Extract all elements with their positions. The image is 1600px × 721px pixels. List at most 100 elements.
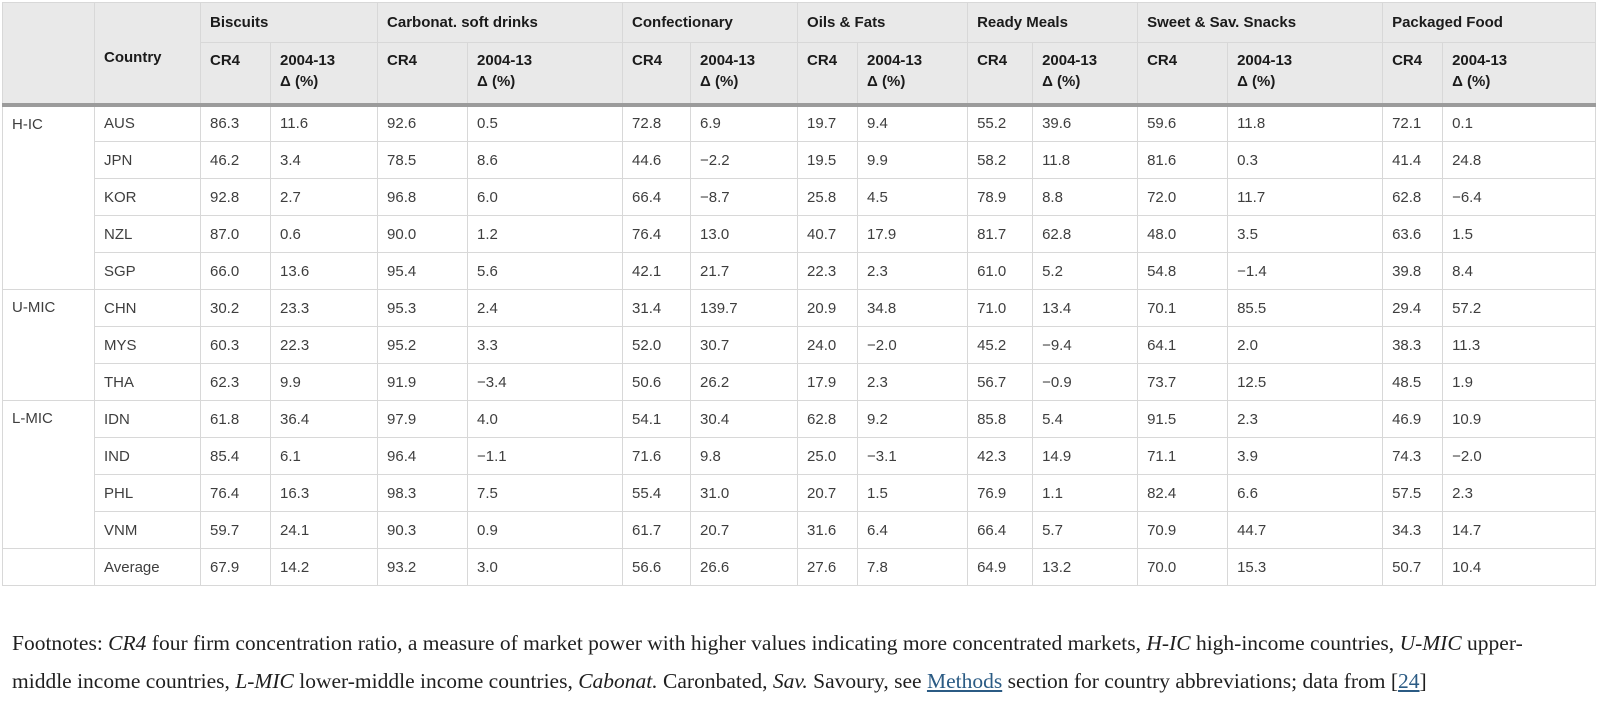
sub-header-delta-text: 2004-13 xyxy=(280,52,336,69)
value-cell: 70.1 xyxy=(1137,289,1229,327)
category-header-confectionary: Confectionary xyxy=(622,2,799,43)
table-row: SGP 66.0 13.6 95.4 5.6 42.1 21.7 22.3 2.3 61.0 5.2… xyxy=(3,252,1597,290)
value-cell: 54.1 xyxy=(622,400,692,438)
value-cell: 25.0 xyxy=(797,437,859,475)
sub-header-delta-text: Δ (%) xyxy=(1042,73,1081,90)
value-cell: −8.7 xyxy=(690,178,799,216)
value-cell: 61.7 xyxy=(622,511,692,549)
value-cell: 2.7 xyxy=(269,178,379,216)
country-label: VNM xyxy=(94,511,201,549)
value-cell: 15.3 xyxy=(1227,548,1384,586)
footnote-link[interactable]: 24 xyxy=(1398,668,1420,693)
footnote-text: four firm concentration ratio, a measure… xyxy=(146,630,1147,655)
value-cell: 5.2 xyxy=(1032,252,1139,290)
footnote-text: CR4 xyxy=(108,630,147,655)
value-cell: 61.0 xyxy=(967,252,1034,290)
value-cell: 25.8 xyxy=(797,178,859,216)
value-cell: 70.9 xyxy=(1137,511,1229,549)
footnote-text: Savoury, see xyxy=(807,668,927,693)
value-cell: 62.8 xyxy=(1382,178,1444,216)
value-cell: 5.4 xyxy=(1032,400,1139,438)
value-cell: 1.1 xyxy=(1032,474,1139,512)
sub-header-delta-text: 2004-13 xyxy=(867,52,923,69)
value-cell: 6.1 xyxy=(269,437,379,475)
value-cell: 85.4 xyxy=(200,437,271,475)
value-cell: 24.1 xyxy=(269,511,379,549)
value-cell: 40.7 xyxy=(797,215,859,253)
value-cell: 44.6 xyxy=(622,141,692,179)
value-cell: 71.1 xyxy=(1137,437,1229,475)
value-cell: 9.9 xyxy=(269,363,379,401)
income-group-label: H-IC xyxy=(2,104,95,290)
value-cell: 67.9 xyxy=(200,548,271,586)
value-cell: 91.5 xyxy=(1137,400,1229,438)
value-cell: 90.3 xyxy=(377,511,469,549)
footnote-link[interactable]: Methods xyxy=(926,668,1003,693)
value-cell: 7.8 xyxy=(857,548,969,586)
empty-group-cell xyxy=(2,548,95,586)
value-cell: 85.8 xyxy=(967,400,1034,438)
sub-header-cr4: CR4 xyxy=(967,42,1034,107)
value-cell: 38.3 xyxy=(1382,326,1444,364)
value-cell: 26.6 xyxy=(690,548,799,586)
value-cell: −9.4 xyxy=(1032,326,1139,364)
table-body: H-IC AUS 86.3 11.6 92.6 0.5 72.8 6.9 19.7 9.4 55.2… xyxy=(2,104,1597,586)
sub-header-cr4: CR4 xyxy=(1137,42,1229,107)
value-cell: 20.9 xyxy=(797,289,859,327)
value-cell: 34.3 xyxy=(1382,511,1444,549)
sub-header-delta: 2004-13 Δ (%) xyxy=(1227,42,1384,107)
value-cell: 5.7 xyxy=(1032,511,1139,549)
value-cell: 93.2 xyxy=(377,548,469,586)
value-cell: −2.0 xyxy=(1442,437,1597,475)
value-cell: 56.6 xyxy=(622,548,692,586)
country-label: THA xyxy=(94,363,201,401)
value-cell: 20.7 xyxy=(797,474,859,512)
country-label: MYS xyxy=(94,326,201,364)
value-cell: 59.7 xyxy=(200,511,271,549)
value-cell: 26.2 xyxy=(690,363,799,401)
value-cell: 96.8 xyxy=(377,178,469,216)
country-label: IDN xyxy=(94,400,201,438)
value-cell: 55.4 xyxy=(622,474,692,512)
value-cell: 42.1 xyxy=(622,252,692,290)
value-cell: 19.7 xyxy=(797,104,859,142)
value-cell: 3.0 xyxy=(467,548,624,586)
value-cell: 14.2 xyxy=(269,548,379,586)
value-cell: −6.4 xyxy=(1442,178,1597,216)
value-cell: 6.0 xyxy=(467,178,624,216)
value-cell: 96.4 xyxy=(377,437,469,475)
value-cell: 17.9 xyxy=(857,215,969,253)
footnote-text: lower-middle income countries, xyxy=(293,668,579,693)
corner-cell xyxy=(2,2,95,107)
value-cell: 61.8 xyxy=(200,400,271,438)
value-cell: −3.4 xyxy=(467,363,624,401)
value-cell: 30.2 xyxy=(200,289,271,327)
value-cell: 63.6 xyxy=(1382,215,1444,253)
value-cell: 1.2 xyxy=(467,215,624,253)
value-cell: 11.6 xyxy=(269,104,379,142)
value-cell: 85.5 xyxy=(1227,289,1384,327)
value-cell: 82.4 xyxy=(1137,474,1229,512)
value-cell: 10.4 xyxy=(1442,548,1597,586)
value-cell: 0.9 xyxy=(467,511,624,549)
value-cell: 62.3 xyxy=(200,363,271,401)
value-cell: 56.7 xyxy=(967,363,1034,401)
average-label: Average xyxy=(94,548,201,586)
value-cell: −0.9 xyxy=(1032,363,1139,401)
value-cell: −1.1 xyxy=(467,437,624,475)
value-cell: 50.6 xyxy=(622,363,692,401)
sub-header-delta-text: Δ (%) xyxy=(700,73,739,90)
value-cell: 1.5 xyxy=(1442,215,1597,253)
value-cell: 66.0 xyxy=(200,252,271,290)
value-cell: 1.9 xyxy=(1442,363,1597,401)
value-cell: 58.2 xyxy=(967,141,1034,179)
sub-header-delta: 2004-13 Δ (%) xyxy=(269,42,379,107)
value-cell: 66.4 xyxy=(622,178,692,216)
sub-header-delta: 2004-13 Δ (%) xyxy=(857,42,969,107)
value-cell: 13.4 xyxy=(1032,289,1139,327)
value-cell: 76.4 xyxy=(200,474,271,512)
sub-header-delta: 2004-13 Δ (%) xyxy=(690,42,799,107)
footnote-text: Sav. xyxy=(772,668,808,693)
sub-header-delta-text: Δ (%) xyxy=(280,73,319,90)
value-cell: 97.9 xyxy=(377,400,469,438)
